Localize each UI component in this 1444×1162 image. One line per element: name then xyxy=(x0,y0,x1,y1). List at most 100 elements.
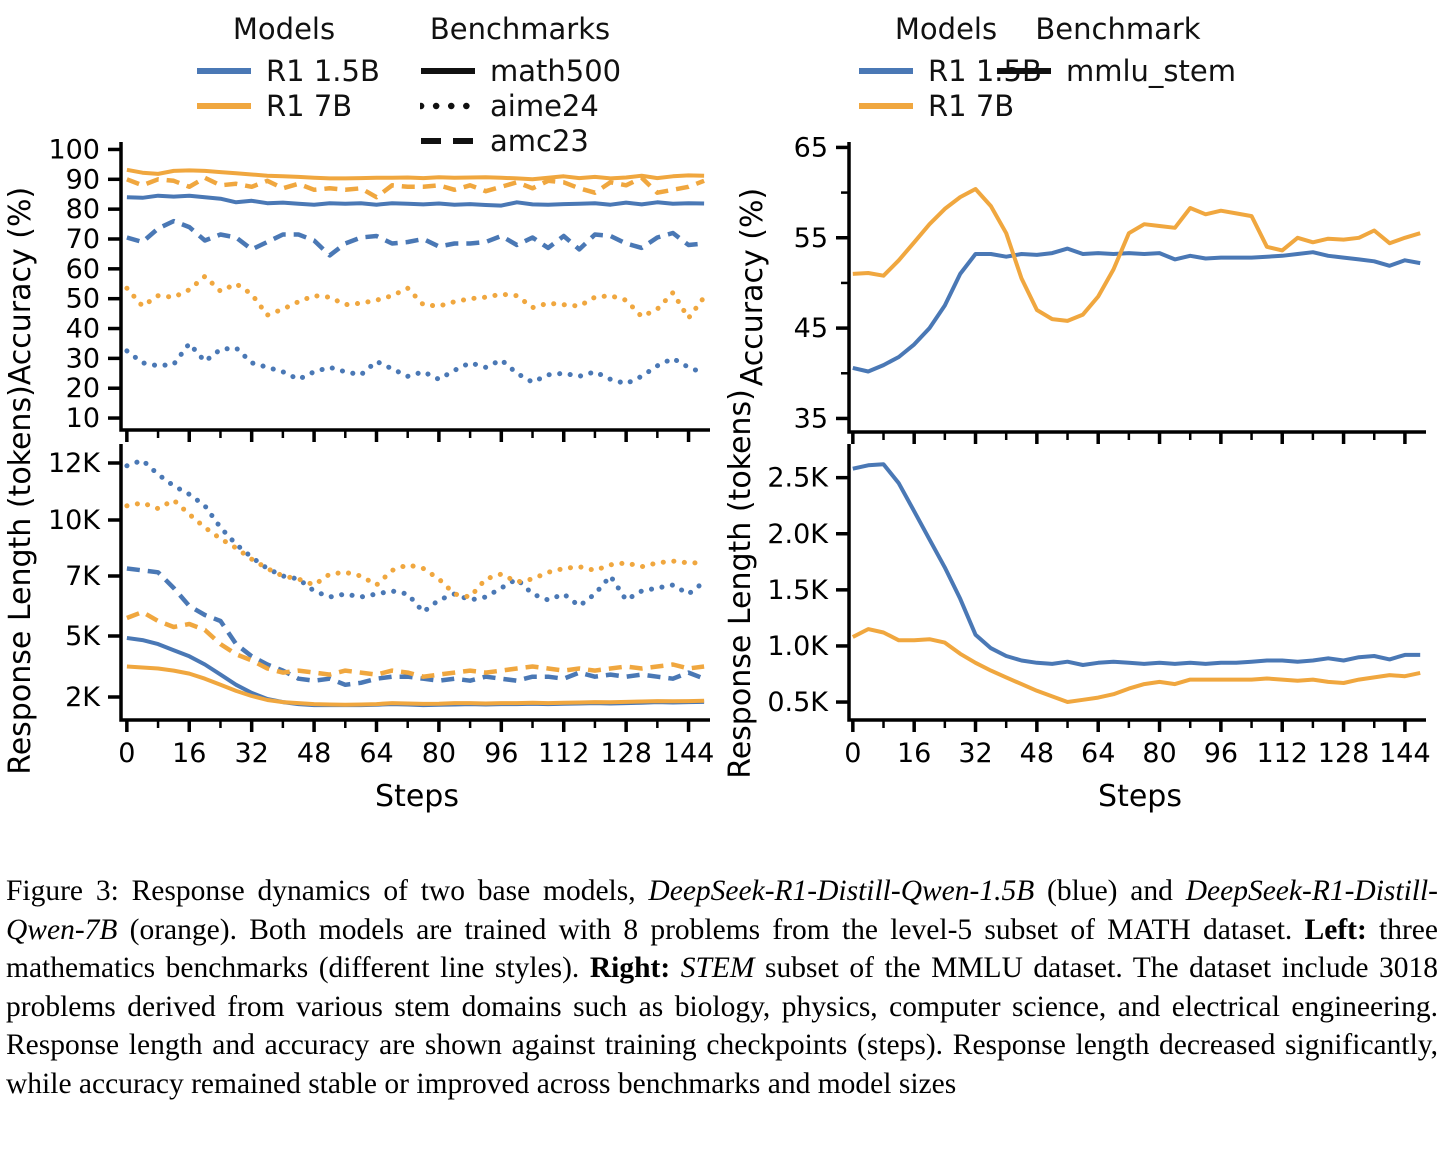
legend-item-r1-7b: R1 7B xyxy=(196,88,372,123)
legend-rows: mmlu_stem xyxy=(996,53,1240,88)
series-line-r1-7b-math500 xyxy=(126,167,705,182)
series-line-r1-1.5b-mmlu-stem xyxy=(852,246,1421,374)
x-tick-label: 0 xyxy=(118,738,135,769)
series-line-r1-7b-math500-length xyxy=(126,664,705,707)
y-tick-label: 12K xyxy=(48,448,101,479)
series-line-r1-1.5b-amc23 xyxy=(126,218,705,258)
legend-item-label: R1 1.5B xyxy=(266,53,380,88)
series-line-r1-7b-aime24-length xyxy=(124,497,707,600)
x-tick-label: 64 xyxy=(1081,738,1115,769)
axis-spines xyxy=(119,444,710,722)
solid-line-sample xyxy=(197,67,251,74)
x-tick-label: 80 xyxy=(422,738,456,769)
series-line-r1-1.5b-math500-length xyxy=(126,636,705,708)
series-line-r1-1.5b-aime24-length xyxy=(124,457,707,615)
dotted-line-sample xyxy=(420,102,476,109)
y-tick-label: 1.5K xyxy=(767,575,829,606)
axis-spines xyxy=(847,444,1426,722)
caption-segment: Figure 3: Response dynamics of two base … xyxy=(6,875,649,907)
x-tick-label: 0 xyxy=(844,738,861,769)
series-line-r1-1.5b-math500 xyxy=(126,193,705,208)
caption-segment: (orange). Both models are trained with 8… xyxy=(117,913,1305,946)
y-tick-label: 55 xyxy=(794,223,828,254)
y-axis-title: Accuracy (%) xyxy=(735,188,770,386)
caption-segment: subset of the MMLU dataset. The dataset … xyxy=(6,952,1438,1100)
legend-benchmarks-left: Benchmarks math500 aime24 amc23 xyxy=(420,12,621,158)
legend-item-label: R1 7B xyxy=(928,88,1015,123)
panel-mmlu-length: 0 16 32 48 64 80 96 112 128 144 0.5K 1.0K 1.5K 2.0K 2.… xyxy=(723,389,1431,814)
x-axis-title: Steps xyxy=(1098,779,1182,814)
legend-header: Models xyxy=(894,12,998,46)
legend-item-amc23: amc23 xyxy=(420,123,620,158)
x-tick-label: 112 xyxy=(1256,738,1308,769)
legend-item-aime24: aime24 xyxy=(420,88,620,123)
solid-line-sample xyxy=(197,102,251,109)
y-tick-label: 35 xyxy=(794,403,828,434)
series-line-r1-7b-aime24 xyxy=(124,273,707,321)
x-tick-label: 96 xyxy=(1204,738,1238,769)
solid-line-sample xyxy=(421,67,475,74)
y-tick-label: 100 xyxy=(48,134,100,165)
x-tick-label: 144 xyxy=(1379,738,1431,769)
dashed-line-sample xyxy=(421,137,475,144)
legend-rows: math500 aime24 amc23 xyxy=(420,53,621,158)
y-tick-label: 2.5K xyxy=(767,463,829,494)
legend-item-r1-7b: R1 7B xyxy=(858,88,1034,123)
caption-segment: STEM xyxy=(680,952,755,984)
y-tick-label: 5K xyxy=(65,621,101,652)
x-axis: 0 16 32 48 64 80 96 112 128 144 xyxy=(118,720,714,769)
legend-item-label: mmlu_stem xyxy=(1066,53,1237,88)
x-tick-label: 48 xyxy=(297,738,331,769)
x-tick-label: 128 xyxy=(600,738,652,769)
y-tick-label: 80 xyxy=(66,194,100,225)
caption-segment: (blue) and xyxy=(1034,875,1186,907)
series-line-r1-7b-amc23 xyxy=(126,175,705,200)
y-axis-title: Response Length (tokens) xyxy=(3,385,38,775)
y-tick-label: 7K xyxy=(65,561,101,592)
caption-segment: three mathematics benchmarks (different … xyxy=(6,913,1438,985)
series-line-r1-1.5b-amc23-length xyxy=(126,566,705,688)
legend-header: Models xyxy=(232,12,336,46)
legend-models-right: Models R1 1.5B R1 7B xyxy=(858,12,1042,123)
y-tick-label: 0.5K xyxy=(767,687,829,718)
y-axis-title: Accuracy (%) xyxy=(3,187,38,385)
y-tick-label: 10 xyxy=(66,403,100,434)
x-tick-label: 144 xyxy=(663,738,715,769)
x-tick-label: 128 xyxy=(1318,738,1370,769)
legend-benchmark-right: Benchmark mmlu_stem xyxy=(996,12,1240,88)
y-tick-label: 20 xyxy=(66,373,100,404)
axis-spines xyxy=(847,142,1426,434)
y-tick-label: 40 xyxy=(66,314,100,345)
x-axis xyxy=(851,432,1407,444)
y-tick-label: 2.0K xyxy=(767,519,829,550)
caption-segment: DeepSeek-R1-Distill-Qwen-1.5B xyxy=(648,875,1035,907)
x-tick-label: 16 xyxy=(172,738,206,769)
x-axis: 0 16 32 48 64 80 96 112 128 144 xyxy=(844,720,1431,769)
legend-item-r1-1.5b: R1 1.5B xyxy=(196,53,380,88)
panel-math-length: 0 16 32 48 64 80 96 112 128 144 2K 5K 7K 10K 12K Respon… xyxy=(3,385,714,814)
series-line-r1-1.5b-mmlu-stem-length xyxy=(852,462,1421,667)
y-tick-label: 50 xyxy=(66,284,100,315)
x-tick-label: 80 xyxy=(1142,738,1176,769)
x-tick-label: 112 xyxy=(538,738,590,769)
x-tick-label: 32 xyxy=(958,738,992,769)
caption-segment: Right: xyxy=(589,952,671,984)
solid-line-sample xyxy=(997,67,1051,74)
y-tick-label: 70 xyxy=(66,224,100,255)
series-line-r1-1.5b-aime24 xyxy=(124,341,707,387)
y-axis-title: Response Length (tokens) xyxy=(723,389,758,779)
legend-item-math500: math500 xyxy=(420,53,621,88)
x-tick-label: 48 xyxy=(1020,738,1054,769)
legend-item-label: R1 7B xyxy=(266,88,353,123)
legend-header: Benchmark xyxy=(1035,12,1201,46)
y-tick-label: 60 xyxy=(66,254,100,285)
x-axis xyxy=(125,430,691,442)
caption-segment: DeepSeek-R1-Distill-Qwen-7B xyxy=(6,875,1438,946)
y-axis: 2K 5K 7K 10K 12K xyxy=(48,448,121,713)
solid-line-sample xyxy=(859,67,913,74)
x-tick-label: 32 xyxy=(234,738,268,769)
x-tick-label: 64 xyxy=(359,738,393,769)
caption-segment xyxy=(670,952,681,984)
